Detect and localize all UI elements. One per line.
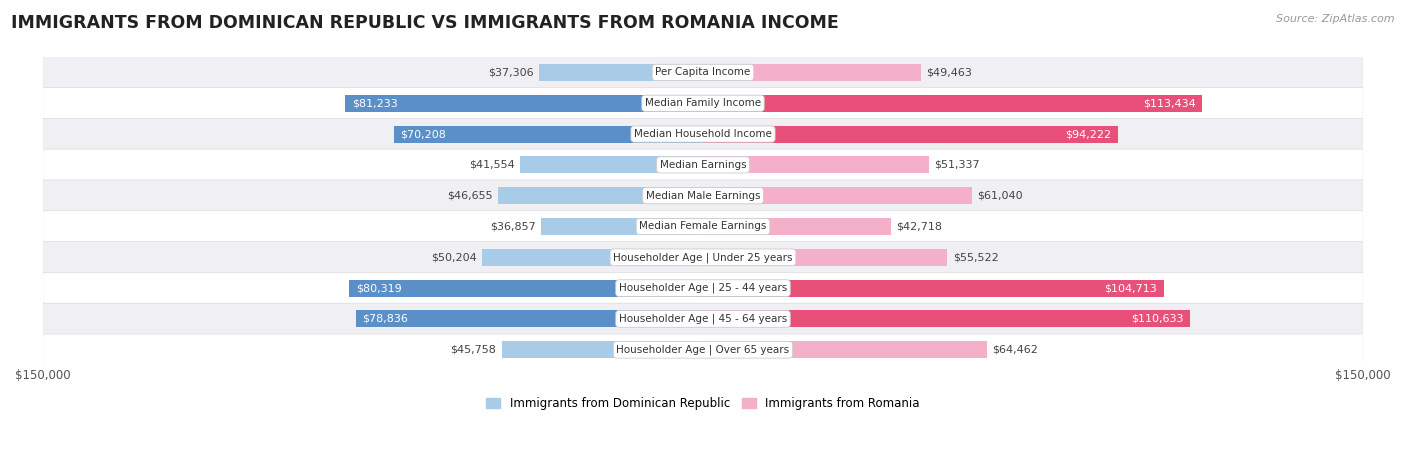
- Bar: [498, 187, 703, 204]
- Bar: [538, 64, 703, 81]
- Text: $78,836: $78,836: [363, 314, 409, 324]
- FancyBboxPatch shape: [42, 87, 1364, 119]
- FancyBboxPatch shape: [42, 211, 1364, 242]
- Bar: [703, 64, 921, 81]
- Text: Per Capita Income: Per Capita Income: [655, 67, 751, 78]
- Text: $41,554: $41,554: [470, 160, 515, 170]
- Text: Householder Age | Under 25 years: Householder Age | Under 25 years: [613, 252, 793, 262]
- Text: $110,633: $110,633: [1130, 314, 1184, 324]
- Bar: [350, 280, 703, 297]
- Text: $64,462: $64,462: [993, 345, 1038, 355]
- FancyBboxPatch shape: [42, 303, 1364, 335]
- Text: Median Family Income: Median Family Income: [645, 98, 761, 108]
- Text: $80,319: $80,319: [356, 283, 402, 293]
- Text: Source: ZipAtlas.com: Source: ZipAtlas.com: [1277, 14, 1395, 24]
- Text: $46,655: $46,655: [447, 191, 492, 201]
- FancyBboxPatch shape: [42, 272, 1364, 304]
- Text: Householder Age | Over 65 years: Householder Age | Over 65 years: [616, 345, 790, 355]
- Text: $42,718: $42,718: [896, 221, 942, 232]
- FancyBboxPatch shape: [42, 118, 1364, 150]
- Bar: [703, 311, 1189, 327]
- Text: $45,758: $45,758: [450, 345, 496, 355]
- Text: $37,306: $37,306: [488, 67, 533, 78]
- FancyBboxPatch shape: [42, 57, 1364, 88]
- Text: Median Earnings: Median Earnings: [659, 160, 747, 170]
- Bar: [703, 280, 1164, 297]
- Text: Median Household Income: Median Household Income: [634, 129, 772, 139]
- Bar: [703, 187, 972, 204]
- Text: $70,208: $70,208: [401, 129, 447, 139]
- Text: Median Female Earnings: Median Female Earnings: [640, 221, 766, 232]
- Bar: [520, 156, 703, 173]
- Text: $94,222: $94,222: [1064, 129, 1111, 139]
- FancyBboxPatch shape: [42, 241, 1364, 273]
- Text: $50,204: $50,204: [432, 252, 477, 262]
- Text: $51,337: $51,337: [934, 160, 980, 170]
- Text: $55,522: $55,522: [953, 252, 998, 262]
- Text: $81,233: $81,233: [352, 98, 398, 108]
- Text: $104,713: $104,713: [1105, 283, 1157, 293]
- Bar: [541, 218, 703, 235]
- Bar: [703, 95, 1202, 112]
- Text: Householder Age | 45 - 64 years: Householder Age | 45 - 64 years: [619, 314, 787, 324]
- Bar: [703, 218, 891, 235]
- Legend: Immigrants from Dominican Republic, Immigrants from Romania: Immigrants from Dominican Republic, Immi…: [481, 392, 925, 415]
- Bar: [394, 126, 703, 142]
- Bar: [346, 95, 703, 112]
- Bar: [482, 249, 703, 266]
- Text: $113,434: $113,434: [1143, 98, 1195, 108]
- FancyBboxPatch shape: [42, 180, 1364, 212]
- Text: $61,040: $61,040: [977, 191, 1022, 201]
- Bar: [703, 249, 948, 266]
- Bar: [703, 156, 929, 173]
- Bar: [502, 341, 703, 358]
- FancyBboxPatch shape: [42, 149, 1364, 181]
- Text: $36,857: $36,857: [489, 221, 536, 232]
- Bar: [356, 311, 703, 327]
- Bar: [703, 126, 1118, 142]
- Text: Householder Age | 25 - 44 years: Householder Age | 25 - 44 years: [619, 283, 787, 293]
- Text: Median Male Earnings: Median Male Earnings: [645, 191, 761, 201]
- Text: $49,463: $49,463: [927, 67, 972, 78]
- Bar: [703, 341, 987, 358]
- FancyBboxPatch shape: [42, 334, 1364, 366]
- Text: IMMIGRANTS FROM DOMINICAN REPUBLIC VS IMMIGRANTS FROM ROMANIA INCOME: IMMIGRANTS FROM DOMINICAN REPUBLIC VS IM…: [11, 14, 839, 32]
